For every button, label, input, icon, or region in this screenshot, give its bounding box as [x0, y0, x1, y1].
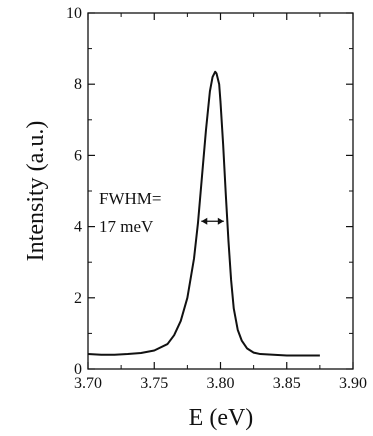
y-tick-label: 8: [74, 76, 82, 93]
x-tick-label: 3.70: [74, 375, 102, 392]
x-tick-label: 3.90: [339, 375, 367, 392]
y-tick-label: 4: [74, 219, 82, 236]
series-line: [87, 70, 320, 357]
x-tick-label: 3.75: [140, 375, 168, 392]
x-ticks: [87, 13, 354, 369]
y-tick-label: 0: [74, 361, 82, 378]
fwhm-label-line-2: 17 meV: [99, 217, 154, 236]
x-tick-label: 3.80: [207, 375, 235, 392]
x-tick-labels: 3.70 3.75 3.80 3.85 3.90: [74, 375, 367, 392]
x-tick-label: 3.85: [273, 375, 301, 392]
fwhm-arrowhead-right: [217, 217, 224, 225]
y-tick-labels: 0 2 4 6 8 10: [66, 5, 82, 378]
y-ticks: [88, 12, 353, 370]
y-tick-label: 10: [66, 5, 82, 22]
fwhm-arrow: [201, 217, 224, 225]
y-axis-title: Intensity (a.u.): [23, 121, 49, 262]
y-tick-label: 2: [74, 290, 82, 307]
y-tick-label: 6: [74, 147, 82, 164]
x-axis-title: E (eV): [189, 405, 254, 431]
fwhm-arrowhead-left: [201, 217, 208, 225]
fwhm-label-line-1: FWHM=: [99, 189, 161, 208]
